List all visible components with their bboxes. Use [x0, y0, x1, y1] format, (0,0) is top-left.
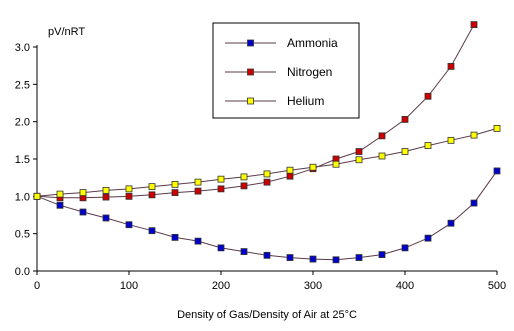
x-axis-title: Density of Gas/Density of Air at 25°C	[177, 309, 357, 321]
data-point-nitrogen	[217, 185, 225, 193]
series-line-nitrogen	[36, 24, 475, 199]
data-point-ammonia	[401, 244, 409, 252]
data-point-helium	[125, 185, 133, 193]
legend-entry-helium: Helium	[225, 94, 324, 108]
data-point-ammonia	[424, 234, 432, 242]
data-point-helium	[401, 148, 409, 155]
x-tick-label: 200	[212, 280, 230, 292]
data-point-ammonia	[470, 199, 478, 207]
data-point-helium	[56, 190, 64, 198]
data-point-ammonia	[309, 255, 317, 263]
data-point-helium	[263, 170, 271, 178]
x-tick-label: 100	[120, 280, 138, 292]
data-point-nitrogen	[125, 192, 133, 200]
series-line-helium	[36, 127, 498, 197]
data-point-nitrogen	[401, 116, 409, 123]
legend-marker	[247, 97, 254, 105]
y-tick-label: 0.5	[15, 229, 30, 241]
data-point-helium	[447, 136, 455, 144]
data-point-helium	[424, 142, 432, 149]
legend: Ammonia Nitrogen Helium	[212, 22, 360, 119]
data-point-nitrogen	[424, 92, 432, 100]
data-point-ammonia	[355, 254, 363, 261]
data-point-nitrogen	[102, 193, 110, 201]
data-point-nitrogen	[194, 187, 202, 195]
data-point-nitrogen	[263, 178, 271, 186]
data-point-helium	[148, 183, 156, 191]
data-point-nitrogen	[355, 148, 363, 155]
data-point-helium	[378, 152, 386, 160]
data-point-ammonia	[493, 167, 501, 175]
data-point-helium	[240, 173, 248, 181]
y-tick-label: 1.5	[15, 154, 30, 166]
data-point-helium	[355, 156, 363, 164]
data-point-helium	[493, 124, 501, 132]
data-point-ammonia	[125, 221, 133, 229]
legend-label: Helium	[287, 94, 324, 108]
data-point-ammonia	[148, 227, 156, 235]
data-point-nitrogen	[286, 172, 294, 180]
data-point-nitrogen	[240, 182, 248, 190]
data-point-nitrogen	[148, 191, 156, 199]
data-point-helium	[79, 189, 87, 197]
data-point-ammonia	[79, 208, 87, 216]
data-point-ammonia	[194, 237, 202, 245]
legend-marker	[247, 39, 254, 47]
series-layer	[33, 21, 501, 264]
data-point-ammonia	[56, 201, 64, 209]
data-point-ammonia	[102, 214, 110, 222]
data-point-helium	[171, 180, 179, 188]
y-tick-label: 0.0	[15, 266, 30, 278]
y-tick-label: 2.0	[15, 117, 30, 129]
data-point-ammonia	[332, 256, 340, 264]
data-point-ammonia	[447, 219, 455, 227]
data-point-helium	[194, 178, 202, 186]
data-point-ammonia	[286, 254, 294, 261]
x-tick-label: 400	[396, 280, 414, 292]
legend-marker	[247, 68, 254, 76]
data-point-nitrogen	[378, 132, 386, 140]
data-point-helium	[33, 192, 41, 200]
y-tick-label: 2.5	[15, 79, 30, 91]
data-point-helium	[217, 175, 225, 183]
axes: 0.0 0.5 1.0 1.5 2.0 2.5 3.0 0 100 200 300 400 500	[15, 42, 506, 292]
data-point-helium	[102, 186, 110, 194]
data-point-ammonia	[217, 244, 225, 252]
legend-entry-ammonia: Ammonia	[225, 36, 338, 50]
data-point-helium	[470, 131, 478, 139]
data-point-helium	[332, 160, 340, 168]
x-tick-label: 0	[34, 280, 40, 292]
data-point-ammonia	[171, 233, 179, 241]
legend-label: Ammonia	[287, 36, 338, 50]
legend-box	[212, 22, 360, 119]
data-point-ammonia	[378, 251, 386, 258]
legend-label: Nitrogen	[287, 65, 332, 79]
legend-entry-nitrogen: Nitrogen	[225, 65, 332, 79]
data-point-ammonia	[263, 251, 271, 259]
data-point-helium	[309, 163, 317, 171]
data-point-nitrogen	[447, 63, 455, 70]
y-axis-title: pV/nRT	[48, 26, 85, 38]
data-point-helium	[286, 166, 294, 174]
series-ammonia	[33, 167, 501, 264]
y-tick-label: 1.0	[15, 191, 30, 203]
x-tick-label: 300	[304, 280, 322, 292]
data-point-ammonia	[240, 248, 248, 255]
data-point-nitrogen	[171, 189, 179, 197]
data-point-nitrogen	[470, 21, 478, 29]
y-tick-label: 3.0	[15, 42, 30, 54]
series-helium	[33, 124, 501, 200]
x-tick-label: 500	[488, 280, 506, 292]
